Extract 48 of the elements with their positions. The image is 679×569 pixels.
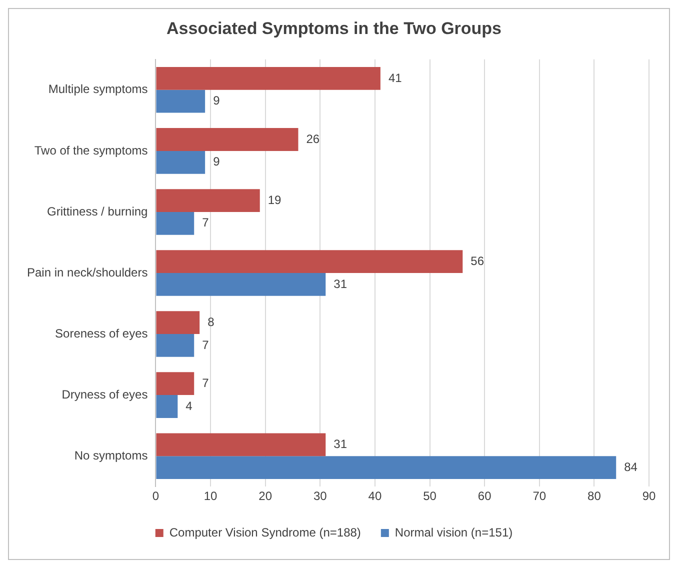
x-tick-label: 10 bbox=[204, 489, 218, 504]
bar bbox=[156, 372, 194, 396]
bar bbox=[156, 90, 206, 113]
bar bbox=[156, 456, 616, 479]
y-tick-label: Dryness of eyes bbox=[62, 387, 148, 402]
x-tick-label: 80 bbox=[588, 489, 602, 504]
y-tick-label: Multiple symptoms bbox=[48, 82, 148, 96]
x-tick-label: 0 bbox=[152, 489, 160, 504]
data-label: 41 bbox=[388, 70, 402, 85]
bar bbox=[156, 395, 178, 418]
y-tick-label: Pain in neck/shoulders bbox=[26, 265, 148, 280]
bar bbox=[156, 189, 260, 212]
bar bbox=[156, 212, 194, 235]
data-label: 7 bbox=[202, 376, 210, 390]
x-tick-label: 40 bbox=[368, 489, 382, 504]
data-label: 7 bbox=[202, 216, 210, 230]
x-tick-label: 70 bbox=[532, 489, 546, 504]
legend-label: Computer Vision Syndrome (n=188) bbox=[169, 525, 361, 540]
data-label: 84 bbox=[624, 460, 638, 474]
y-tick-label: Two of the symptoms bbox=[34, 143, 148, 158]
bar bbox=[156, 67, 380, 90]
y-tick-label: Soreness of eyes bbox=[55, 326, 148, 340]
data-label: 56 bbox=[470, 254, 484, 268]
data-label: 26 bbox=[306, 132, 320, 146]
chart-title: Associated Symptoms in the Two Groups bbox=[166, 18, 502, 38]
bar bbox=[156, 150, 206, 174]
data-label: 19 bbox=[268, 192, 282, 207]
data-label: 8 bbox=[208, 314, 215, 329]
bar bbox=[156, 334, 194, 357]
x-tick-label: 20 bbox=[258, 489, 272, 504]
x-tick-label: 90 bbox=[642, 489, 656, 504]
data-label: 7 bbox=[202, 338, 210, 352]
bar bbox=[156, 273, 326, 296]
data-label: 9 bbox=[213, 154, 220, 169]
legend-label: Normal vision (n=151) bbox=[394, 525, 513, 540]
x-tick-label: 60 bbox=[478, 489, 492, 504]
bar bbox=[156, 311, 200, 334]
data-label: 4 bbox=[186, 398, 193, 413]
y-tick-label: No symptoms bbox=[74, 448, 148, 462]
y-tick-label: Grittiness / burning bbox=[47, 204, 148, 218]
data-label: 9 bbox=[213, 94, 220, 108]
data-label: 31 bbox=[334, 436, 348, 451]
bar bbox=[156, 250, 463, 273]
bar bbox=[156, 433, 326, 456]
bar bbox=[156, 128, 298, 151]
x-tick-label: 30 bbox=[313, 489, 328, 504]
data-label: 31 bbox=[334, 276, 348, 291]
x-tick-label: 50 bbox=[423, 489, 437, 504]
